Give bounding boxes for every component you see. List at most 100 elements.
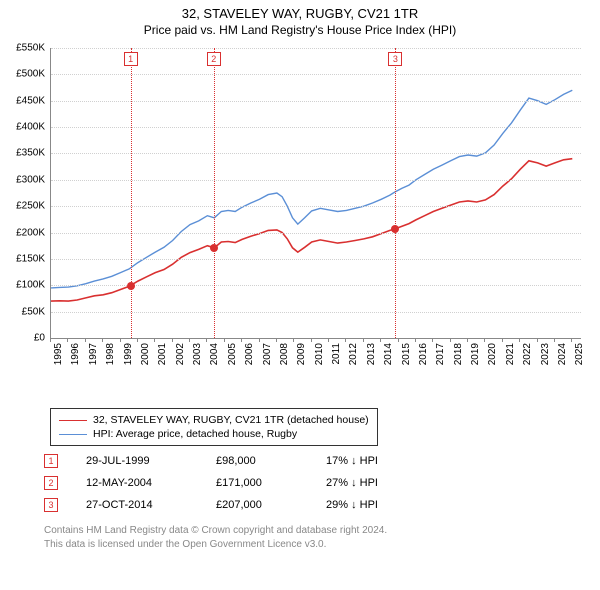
marker-vline [395,48,396,338]
transaction-date: 12-MAY-2004 [86,477,216,489]
marker-dot [127,282,135,290]
transaction-date: 27-OCT-2014 [86,499,216,511]
x-axis-label: 2017 [435,343,446,365]
x-axis-label: 2025 [574,343,585,365]
x-axis-label: 2016 [418,343,429,365]
transaction-diff: 17% ↓ HPI [326,455,426,467]
y-axis-label: £500K [16,69,45,80]
x-axis-label: 2002 [175,343,186,365]
x-axis-label: 2009 [296,343,307,365]
x-tick [102,338,103,342]
y-axis-label: £50K [22,306,45,317]
y-axis-label: £250K [16,201,45,212]
marker-number-box: 2 [207,52,221,66]
x-axis-label: 2020 [487,343,498,365]
x-tick [484,338,485,342]
marker-dot [391,225,399,233]
x-tick [172,338,173,342]
attribution-line1: Contains HM Land Registry data © Crown c… [44,524,387,538]
y-axis-label: £100K [16,280,45,291]
transaction-row: 1 29-JUL-1999 £98,000 17% ↓ HPI [44,450,426,472]
x-axis-label: 1997 [88,343,99,365]
x-tick [467,338,468,342]
x-tick [415,338,416,342]
x-tick [276,338,277,342]
x-axis-label: 1999 [123,343,134,365]
marker-number-box: 3 [388,52,402,66]
legend-swatch-property [59,420,87,421]
x-tick [206,338,207,342]
x-axis-label: 2015 [401,343,412,365]
x-axis-label: 2018 [453,343,464,365]
marker-dot [210,244,218,252]
x-tick [154,338,155,342]
x-tick [554,338,555,342]
y-axis-label: £150K [16,253,45,264]
x-tick [85,338,86,342]
x-axis-label: 2023 [540,343,551,365]
y-axis-label: £400K [16,122,45,133]
chart-title: 32, STAVELEY WAY, RUGBY, CV21 1TR [0,0,600,21]
transaction-row: 2 12-MAY-2004 £171,000 27% ↓ HPI [44,472,426,494]
plot-region: 1 2 3 [50,48,581,339]
x-axis-label: 2024 [557,343,568,365]
x-axis-label: 2011 [331,343,342,365]
x-axis-label: 1995 [53,343,64,365]
x-tick [432,338,433,342]
legend-label-hpi: HPI: Average price, detached house, Rugb… [93,428,297,440]
chart-subtitle: Price paid vs. HM Land Registry's House … [0,21,600,37]
x-axis-label: 2007 [262,343,273,365]
x-tick [398,338,399,342]
transaction-date: 29-JUL-1999 [86,455,216,467]
x-axis-label: 2014 [383,343,394,365]
x-axis-label: 2010 [314,343,325,365]
y-axis-label: £450K [16,95,45,106]
x-tick [50,338,51,342]
chart-container: 32, STAVELEY WAY, RUGBY, CV21 1TR Price … [0,0,600,590]
marker-number-box: 1 [124,52,138,66]
y-axis-label: £0 [34,333,45,344]
x-tick [380,338,381,342]
x-axis-label: 2021 [505,343,516,365]
marker-vline [131,48,132,338]
x-tick [241,338,242,342]
x-tick [293,338,294,342]
legend-swatch-hpi [59,434,87,435]
x-axis-label: 1996 [70,343,81,365]
x-axis-label: 2005 [227,343,238,365]
legend-item-hpi: HPI: Average price, detached house, Rugb… [59,427,369,441]
transaction-marker: 2 [44,476,58,490]
x-tick [120,338,121,342]
x-tick [537,338,538,342]
attribution: Contains HM Land Registry data © Crown c… [44,524,387,551]
x-tick [450,338,451,342]
x-axis-label: 2001 [157,343,168,365]
legend-label-property: 32, STAVELEY WAY, RUGBY, CV21 1TR (detac… [93,414,369,426]
transaction-price: £171,000 [216,477,326,489]
x-tick [328,338,329,342]
transactions-table: 1 29-JUL-1999 £98,000 17% ↓ HPI 2 12-MAY… [44,450,426,516]
x-axis-label: 2012 [348,343,359,365]
transaction-price: £207,000 [216,499,326,511]
legend-item-property: 32, STAVELEY WAY, RUGBY, CV21 1TR (detac… [59,413,369,427]
x-axis-label: 2019 [470,343,481,365]
marker-vline [214,48,215,338]
x-tick [571,338,572,342]
transaction-marker: 3 [44,498,58,512]
x-tick [137,338,138,342]
x-axis-label: 2022 [522,343,533,365]
attribution-line2: This data is licensed under the Open Gov… [44,538,387,552]
x-axis-label: 2013 [366,343,377,365]
x-tick [67,338,68,342]
x-tick [224,338,225,342]
y-axis-label: £200K [16,227,45,238]
x-tick [259,338,260,342]
x-tick [311,338,312,342]
transaction-marker: 1 [44,454,58,468]
x-axis-label: 2006 [244,343,255,365]
x-tick [189,338,190,342]
transaction-price: £98,000 [216,455,326,467]
chart-area: 123 £0£50K£100K£150K£200K£250K£300K£350K… [50,48,580,368]
y-axis-label: £550K [16,43,45,54]
x-tick [363,338,364,342]
